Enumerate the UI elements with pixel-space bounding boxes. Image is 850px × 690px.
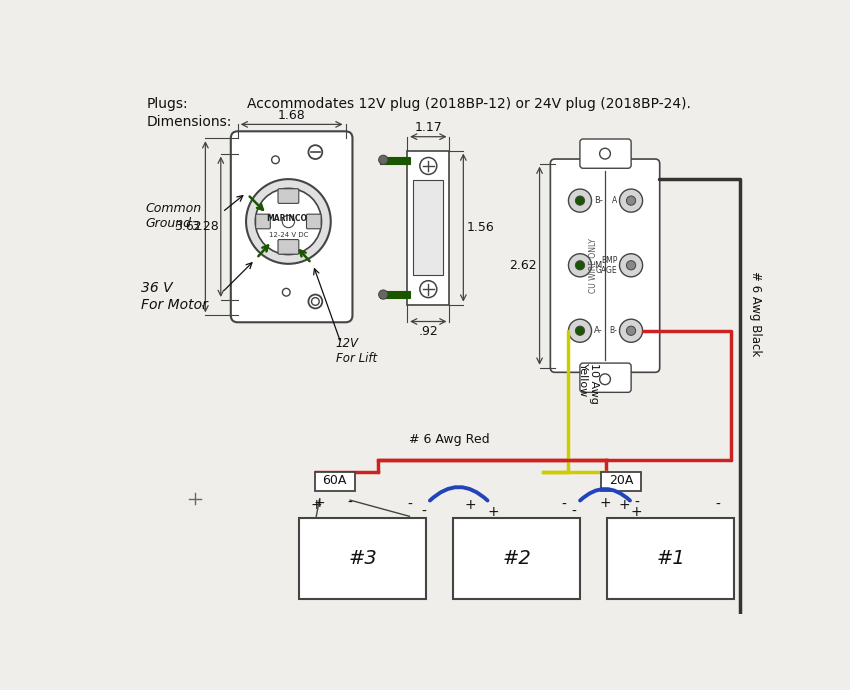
Circle shape	[575, 326, 585, 335]
Text: -: -	[348, 496, 353, 511]
Circle shape	[246, 179, 331, 264]
Text: Plugs:: Plugs:	[147, 97, 189, 110]
Text: # 6 Awg Black: # 6 Awg Black	[749, 271, 762, 357]
Text: .92: .92	[418, 324, 439, 337]
Circle shape	[626, 261, 636, 270]
Text: Dimensions:: Dimensions:	[147, 115, 232, 129]
Text: #3: #3	[348, 549, 377, 568]
Circle shape	[420, 157, 437, 175]
Bar	[380, 291, 411, 298]
Text: 1.68: 1.68	[278, 109, 305, 122]
FancyBboxPatch shape	[278, 239, 299, 254]
Circle shape	[620, 319, 643, 342]
Text: +: +	[310, 497, 322, 512]
Text: +: +	[314, 496, 326, 511]
Text: +: +	[619, 497, 630, 512]
Text: 36 V
For Motor: 36 V For Motor	[141, 282, 207, 312]
Circle shape	[599, 374, 610, 384]
Circle shape	[575, 196, 585, 205]
Circle shape	[309, 145, 322, 159]
FancyBboxPatch shape	[550, 159, 660, 373]
Circle shape	[620, 189, 643, 212]
Text: 20A: 20A	[609, 475, 633, 487]
FancyBboxPatch shape	[307, 214, 321, 229]
Text: B-: B-	[609, 326, 617, 335]
Text: 12V
For Lift: 12V For Lift	[336, 337, 377, 365]
Circle shape	[626, 196, 636, 205]
Text: M: M	[594, 261, 601, 270]
Circle shape	[569, 189, 592, 212]
Text: CU WIRE ONLY: CU WIRE ONLY	[588, 238, 598, 293]
Circle shape	[626, 326, 636, 335]
Bar	[608, 518, 734, 599]
Text: 3.62: 3.62	[174, 220, 201, 233]
FancyBboxPatch shape	[256, 214, 270, 229]
Circle shape	[620, 254, 643, 277]
Text: 60A: 60A	[322, 475, 347, 487]
Circle shape	[311, 297, 320, 306]
Text: # 6 Awg Red: # 6 Awg Red	[409, 433, 490, 446]
Bar	[380, 157, 411, 164]
Text: +: +	[488, 505, 499, 519]
Text: 12-24 V DC: 12-24 V DC	[269, 233, 308, 238]
Text: 1.56: 1.56	[467, 221, 494, 234]
FancyBboxPatch shape	[278, 189, 299, 204]
Text: Accommodates 12V plug (2018BP-12) or 24V plug (2018BP-24).: Accommodates 12V plug (2018BP-12) or 24V…	[247, 97, 691, 110]
Text: -: -	[422, 505, 427, 519]
Text: 1.17: 1.17	[415, 121, 442, 135]
Circle shape	[309, 295, 322, 308]
Bar	[407, 150, 450, 304]
Circle shape	[272, 156, 280, 164]
Text: Common
Ground: Common Ground	[145, 202, 201, 230]
Circle shape	[282, 215, 295, 228]
Circle shape	[569, 254, 592, 277]
Circle shape	[255, 188, 321, 255]
Text: 2.62: 2.62	[509, 259, 536, 272]
Circle shape	[378, 155, 388, 164]
Text: -: -	[407, 497, 412, 512]
Bar	[453, 518, 581, 599]
Circle shape	[282, 288, 290, 296]
Circle shape	[378, 290, 388, 299]
Circle shape	[420, 281, 437, 297]
Bar	[299, 518, 427, 599]
Text: B-: B-	[594, 196, 603, 205]
FancyArrowPatch shape	[430, 487, 488, 500]
Text: #1: #1	[656, 549, 685, 568]
Text: A-: A-	[594, 326, 603, 335]
Circle shape	[599, 148, 610, 159]
Text: A: A	[612, 196, 617, 205]
FancyBboxPatch shape	[231, 131, 353, 322]
FancyArrowPatch shape	[580, 489, 630, 500]
Text: BMP
GAGE: BMP GAGE	[596, 255, 617, 275]
Text: +: +	[600, 496, 612, 511]
Bar	[601, 472, 641, 491]
Text: -: -	[572, 505, 576, 519]
Text: #2: #2	[502, 549, 531, 568]
Text: MARINCO: MARINCO	[266, 214, 308, 223]
Text: -: -	[561, 497, 566, 512]
Bar	[413, 180, 444, 275]
Circle shape	[569, 319, 592, 342]
Text: -: -	[715, 497, 720, 512]
Text: +: +	[464, 497, 476, 512]
Circle shape	[575, 261, 585, 270]
Bar	[314, 472, 354, 491]
Text: -: -	[634, 496, 639, 511]
Text: 3.28: 3.28	[190, 220, 218, 233]
FancyBboxPatch shape	[580, 139, 632, 168]
Text: 10 Awg
Yellow: 10 Awg Yellow	[578, 364, 599, 404]
Text: +: +	[630, 505, 642, 519]
FancyBboxPatch shape	[580, 363, 632, 393]
